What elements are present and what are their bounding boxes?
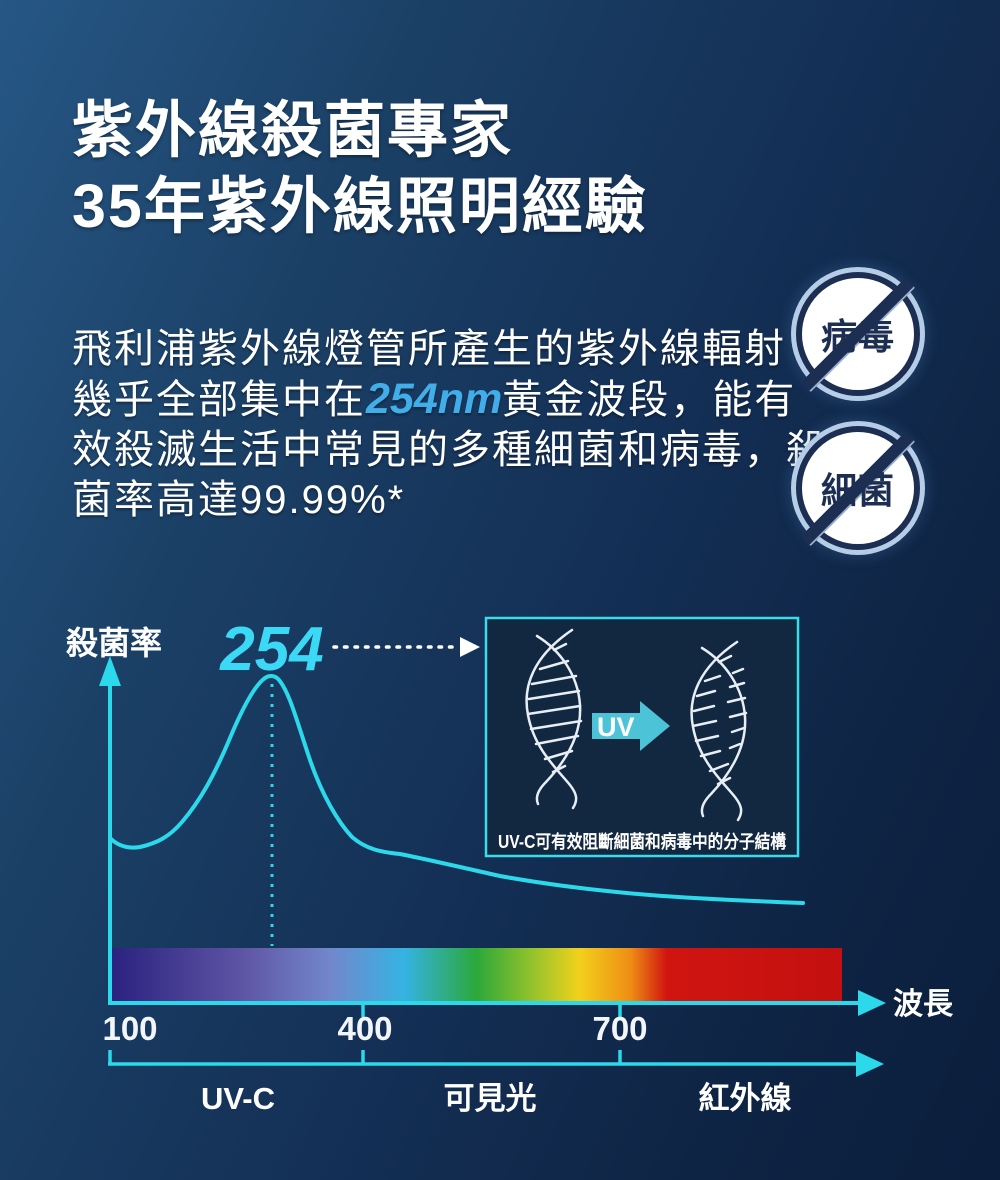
virus-badge-label: 病毒 <box>820 316 895 357</box>
intro-paragraph: 飛利浦紫外線燈管所產生的紫外線輻射 幾乎全部集中在254nm黃金波段，能有 效殺… <box>72 324 832 525</box>
band-label-uvc: UV-C <box>201 1081 275 1116</box>
germicidal-wavelength-chart: 殺菌率 254 UV <box>66 615 954 1116</box>
x-axis-label: 波長 <box>893 988 954 1021</box>
wavelength-highlight: 254nm <box>366 375 503 423</box>
y-axis-arrowhead-icon <box>99 656 121 686</box>
no-virus-badge: 病毒 <box>796 272 920 396</box>
intro-line4: 菌率高達99.99%* <box>72 478 406 522</box>
no-bacteria-badge: 細菌 <box>796 426 920 550</box>
page-title-line2: 35年紫外線照明經驗 <box>72 172 648 240</box>
uv-arrow-label: UV <box>597 712 635 742</box>
dna-inset: UV UV-C可有效阻斷細菌和病毒中的分子結構 <box>484 616 800 858</box>
band-label-visible: 可見光 <box>444 1081 537 1116</box>
band-axis-arrowhead-icon <box>856 1051 884 1077</box>
spectrum-bar <box>112 948 842 1003</box>
germicidal-curve <box>108 673 805 905</box>
x-axis-arrowhead-icon <box>858 990 886 1016</box>
y-axis-label: 殺菌率 <box>66 625 162 661</box>
band-label-infrared: 紅外線 <box>699 1081 792 1116</box>
inset-caption: UV-C可有效阻斷細菌和病毒中的分子結構 <box>498 831 786 852</box>
uv-arrow-icon <box>592 701 670 751</box>
tick-label-400: 400 <box>337 1010 392 1047</box>
intro-line2-pre: 幾乎全部集中在 <box>72 378 366 422</box>
intro-line1: 飛利浦紫外線燈管所產生的紫外線輻射 <box>72 327 786 371</box>
band-axis: UV-C 可見光 紅外線 <box>108 1050 884 1116</box>
tick-label-700: 700 <box>592 1010 647 1047</box>
page-title-line1: 紫外線殺菌專家 <box>72 96 514 164</box>
intro-line2-post: 黃金波段，能有 <box>502 378 797 422</box>
bacteria-badge-label: 細菌 <box>820 470 895 511</box>
dna-helix-intact-icon <box>525 628 583 810</box>
intro-line3: 效殺滅生活中常見的多種細菌和病毒，殺 <box>72 428 828 472</box>
tick-label-100: 100 <box>102 1010 157 1047</box>
dna-helix-damaged-icon <box>690 640 748 822</box>
peak-wavelength-label: 254 <box>219 615 323 684</box>
peak-pointer-arrowhead-icon <box>460 637 480 657</box>
